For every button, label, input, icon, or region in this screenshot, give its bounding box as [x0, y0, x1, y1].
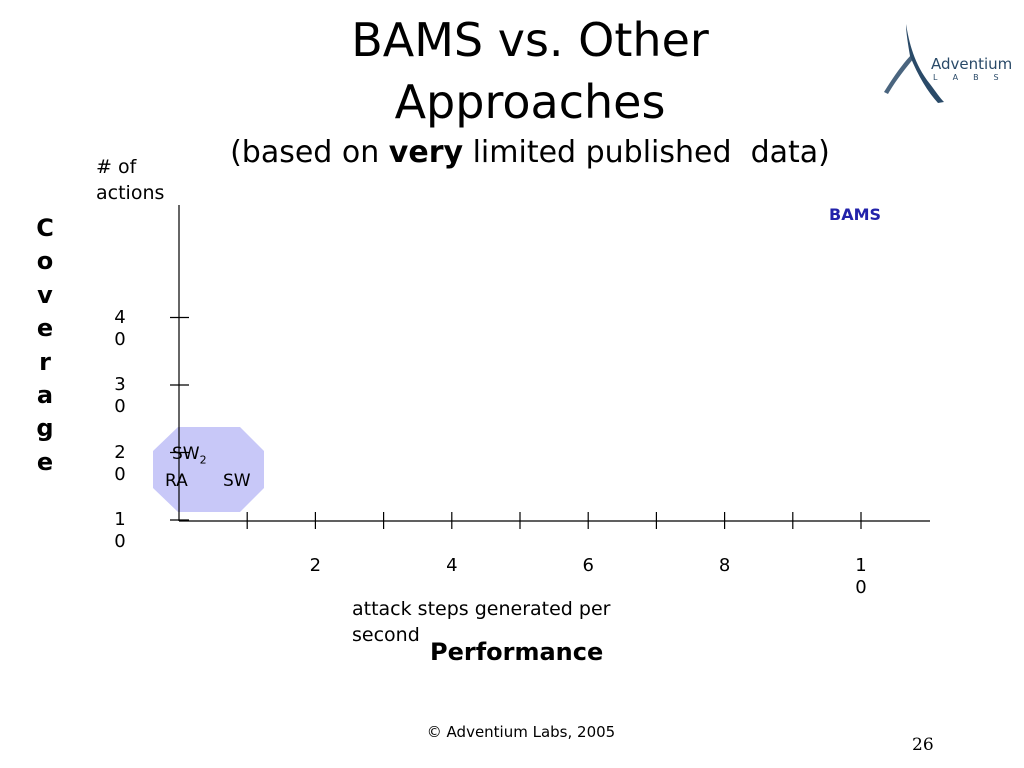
slide-number: 26 [912, 735, 934, 755]
x-tick-label: 2 [309, 555, 322, 576]
subtitle-suffix: limited published data) [463, 135, 830, 170]
y-axis-label-letter: e [36, 447, 54, 476]
logo-wordmark: Adventium [931, 55, 1013, 73]
sw2-base: SW [172, 444, 200, 464]
logo-mark [906, 24, 944, 103]
y-axis-label-letter: a [36, 381, 54, 410]
point-label-sw: SW [223, 471, 251, 491]
logo-swash [884, 54, 914, 94]
sw2-subscript: 2 [199, 453, 207, 467]
y-axis-label-letter: e [36, 314, 54, 343]
subtitle-prefix: (based on [230, 135, 389, 170]
point-label-bams: BAMS [829, 205, 882, 224]
x-axis-label: Performance [430, 638, 604, 666]
y-axis-label-letter: o [36, 247, 54, 276]
slide-title-line-1: BAMS vs. Other [351, 13, 709, 67]
y-axis-units: # of actions [96, 156, 165, 204]
x-axis-units: attack steps generated per second [352, 598, 611, 646]
slide-title-line-2: Approaches [394, 75, 666, 129]
other-approaches-region [153, 427, 264, 512]
logo-subtext: LABS [933, 73, 1014, 82]
copyright-notice: © Adventium Labs, 2005 [426, 723, 616, 741]
x-tick-label: 6 [582, 555, 594, 576]
y-axis-label-letter: g [36, 414, 54, 443]
y-axis-label-letter: r [39, 347, 51, 376]
x-tick-label: 8 [718, 555, 731, 576]
slide-subtitle: (based on very limited published data) [0, 134, 1024, 172]
point-label-ra: RA [165, 471, 188, 491]
point-label-sw2: SW2 [172, 444, 207, 466]
adventium-logo [884, 24, 944, 103]
y-axis-label-letter: C [36, 214, 54, 242]
y-axis-label-letter: v [37, 280, 53, 309]
x-tick-label: 4 [446, 555, 458, 576]
subtitle-emphasis: very [388, 135, 464, 170]
